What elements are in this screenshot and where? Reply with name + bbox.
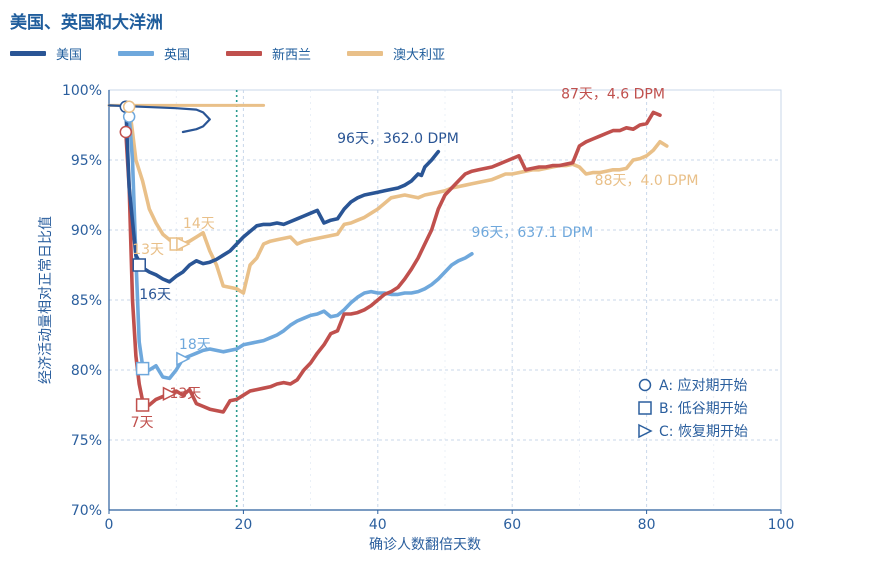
legend-label-uk: 英国 [164,48,191,63]
marker-nz-B [135,398,150,412]
legend-item-uk: 英国 [118,44,190,63]
marker-uk-B [135,361,150,376]
marker-nz-A [119,125,133,139]
x-tick-label: 0 [105,517,114,533]
legend-swatch-us [10,51,46,56]
x-tick-label: 60 [503,517,521,533]
x-tick-label: 40 [369,517,387,533]
y-axis-title: 经济活动量相对正常日比值 [38,216,54,384]
y-tick-label: 100% [62,83,102,99]
x-tick-label: 20 [234,517,252,533]
series-legend: 美国 英国 新西兰 澳大利亚 [10,44,481,63]
y-tick-label: 70% [71,503,102,519]
series-line-au [127,105,669,295]
legend-swatch-au [347,51,384,56]
y-tick-label: 80% [71,363,102,379]
series-line-us [124,105,441,284]
phase-legend-label-C: C: 恢复期开始 [659,423,748,440]
phase-legend-label-A: A: 应对期开始 [659,377,748,394]
marker-label-uk-C: 18天 [179,337,211,353]
end-label-uk: 96天，637.1 DPM [472,225,594,241]
phase-legend-marker-A [638,378,652,392]
y-tick-label: 85% [71,293,102,309]
series-line-uk [127,114,474,381]
marker-us-B [132,258,146,272]
y-tick-label: 75% [71,433,102,449]
legend-swatch-uk [118,51,155,56]
marker-label-au-B: 13天 [132,242,164,258]
series-line-us-initial [107,104,211,134]
x-tick-label: 80 [638,517,656,533]
phase-legend-marker-C [638,423,653,439]
legend-label-nz: 新西兰 [272,48,312,63]
marker-label-us-B: 16天 [139,287,171,303]
legend-item-au: 澳大利亚 [347,44,445,63]
end-label-nz: 87天，4.6 DPM [561,86,665,102]
marker-label-au-C: 14天 [183,216,215,232]
legend-label-au: 澳大利亚 [393,48,446,63]
y-tick-label: 95% [71,153,102,169]
legend-item-us: 美国 [10,44,82,63]
legend-item-nz: 新西兰 [226,44,311,63]
marker-nz-C [162,386,178,402]
end-label-au: 88天，4.0 DPM [595,173,699,189]
phase-legend-marker-B [638,401,652,415]
legend-label-us: 美国 [56,48,83,63]
marker-label-nz-C: 13天 [169,386,201,402]
chart-title: 美国、英国和大洋洲 [10,13,163,33]
marker-uk-C [176,351,191,367]
marker-label-nz-B: 7天 [131,415,154,431]
series-line-nz [124,110,662,414]
marker-au-C [176,236,191,252]
x-axis-title: 确诊人数翻倍天数 [369,537,481,553]
grid-lines [108,89,782,511]
y-tick-label: 90% [71,223,102,239]
end-label-us: 96天，362.0 DPM [337,131,459,147]
marker-au-A [122,100,136,114]
legend-swatch-nz [226,51,263,56]
x-tick-label: 100 [768,517,795,533]
phase-legend-label-B: B: 低谷期开始 [659,401,748,417]
